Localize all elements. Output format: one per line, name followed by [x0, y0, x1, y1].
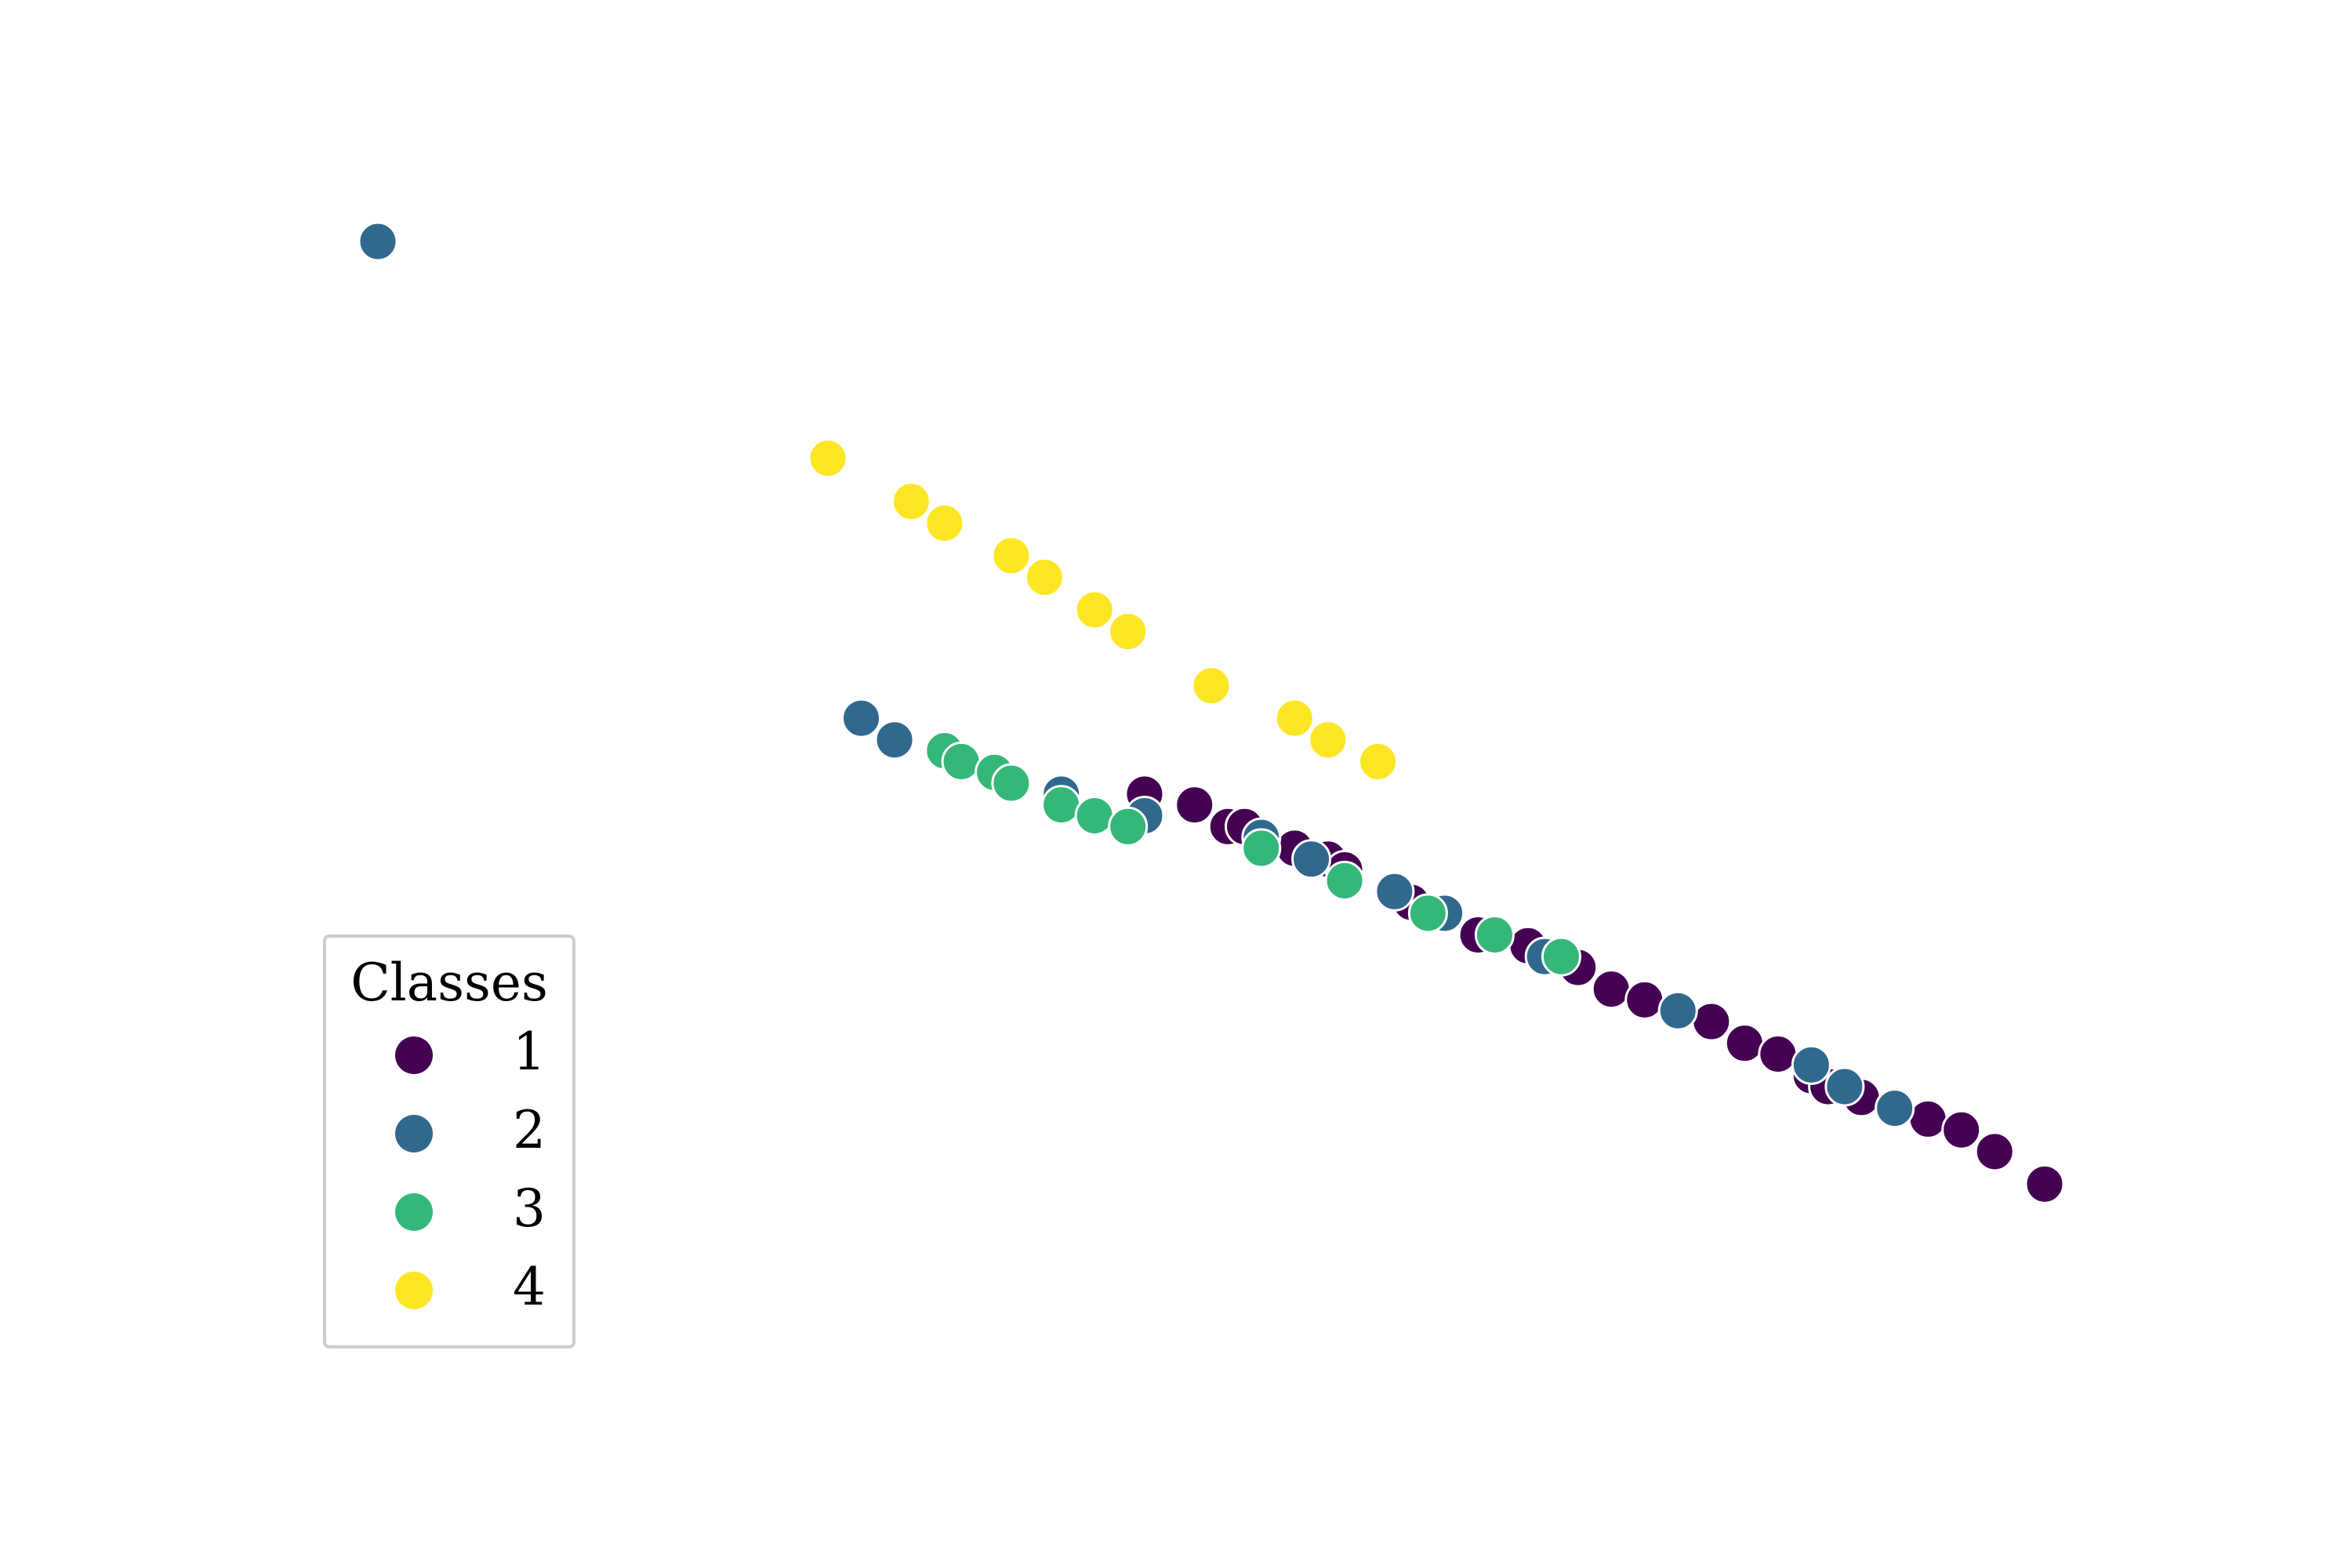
scatter-point-class-3-11 [1474, 914, 1515, 955]
scatter-point-class-1-18 [1724, 1023, 1765, 1064]
scatter-point-class-4-6 [1074, 590, 1115, 630]
legend-title: Classes [350, 953, 548, 1013]
legend-label-class-3: 3 [513, 1178, 546, 1239]
scatter-point-class-1-25 [1941, 1109, 1982, 1150]
scatter-point-class-4-2 [891, 481, 931, 522]
scatter-point-class-3-9 [1324, 860, 1365, 901]
scatter-point-class-2-13 [1791, 1044, 1831, 1085]
scatter-point-class-2-8 [1291, 839, 1332, 880]
scatter-point-class-3-6 [1074, 795, 1115, 836]
legend-item-2: 2 [326, 1094, 572, 1173]
scatter-point-class-1-14 [1591, 969, 1632, 1010]
scatter-point-class-3-2 [941, 741, 982, 782]
legend-item-4: 4 [326, 1251, 572, 1330]
legend: Classes 1 2 3 4 [323, 935, 575, 1348]
legend-marker-class-1 [395, 1036, 433, 1074]
scatter-point-class-4-11 [1358, 741, 1399, 782]
scatter-point-class-3-5 [1041, 785, 1082, 826]
legend-marker-class-2 [395, 1115, 433, 1152]
scatter-point-class-2-14 [1824, 1066, 1865, 1107]
scatter-point-class-3-7 [1108, 806, 1149, 847]
scatter-point-class-1-27 [2024, 1163, 2065, 1204]
scatter-point-class-2-15 [1875, 1088, 1915, 1129]
scatter-point-class-1-15 [1624, 979, 1665, 1020]
plot-area [358, 221, 2065, 1204]
legend-marker-class-3 [395, 1193, 433, 1231]
legend-label-class-2: 2 [513, 1100, 546, 1160]
scatter-point-class-1-24 [1907, 1098, 1948, 1139]
scatter-point-class-4-3 [924, 503, 965, 543]
scatter-point-class-3-4 [991, 763, 1032, 804]
scatter-point-class-3-12 [1541, 936, 1581, 977]
scatter-point-class-4-10 [1308, 720, 1348, 760]
legend-label-class-1: 1 [513, 1022, 546, 1082]
scatter-point-class-4-8 [1191, 666, 1232, 706]
scatter-point-class-2-9 [1374, 871, 1415, 912]
scatter-point-class-2-2 [841, 698, 882, 739]
scatter-point-class-4-4 [991, 535, 1032, 576]
legend-item-3: 3 [326, 1173, 572, 1251]
scatter-point-class-2-3 [874, 720, 915, 760]
scatter-point-class-2-12 [1657, 990, 1698, 1031]
scatter-point-class-1-26 [1974, 1131, 2015, 1172]
scatter-point-class-3-10 [1407, 893, 1448, 934]
scatter-point-class-4-5 [1024, 557, 1065, 597]
legend-marker-class-4 [395, 1272, 433, 1309]
scatter-point-class-1-17 [1691, 1001, 1732, 1042]
scatter-point-class-1-2 [1174, 785, 1215, 826]
legend-item-1: 1 [326, 1016, 572, 1094]
scatter-point-class-4-7 [1108, 612, 1149, 652]
scatter-point-class-1-19 [1758, 1034, 1798, 1074]
scatter-point-class-4-9 [1274, 698, 1315, 739]
scatter-point-class-4-1 [808, 437, 848, 478]
scatter-point-class-3-8 [1241, 828, 1282, 869]
scatter-point-class-2-1 [358, 221, 398, 262]
legend-label-class-4: 4 [513, 1257, 546, 1317]
